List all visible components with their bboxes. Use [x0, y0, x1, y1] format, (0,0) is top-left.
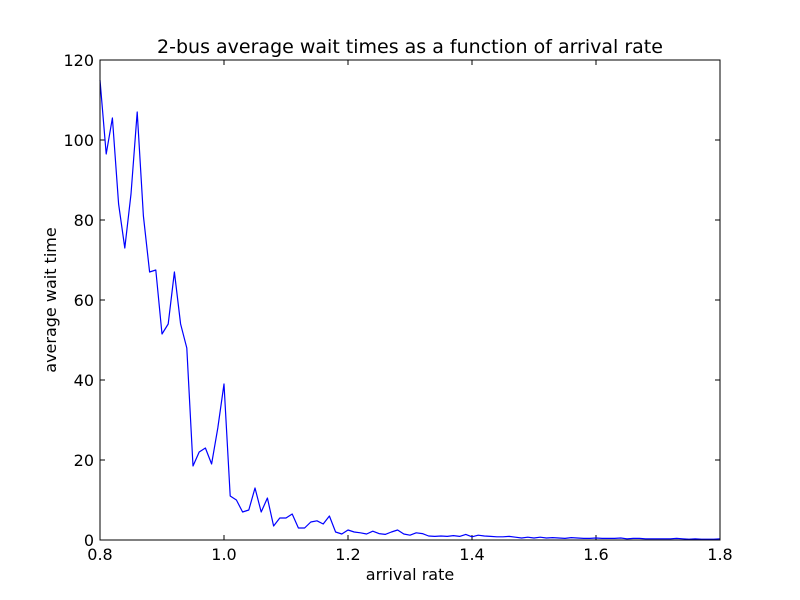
x-axis-label: arrival rate	[366, 565, 454, 584]
x-tick-label: 1.4	[459, 545, 484, 564]
y-tick-label: 60	[74, 291, 94, 310]
series-line	[99, 79, 721, 540]
x-tick-label: 1.2	[335, 545, 360, 564]
y-tick-label: 20	[74, 451, 94, 470]
y-tick-label: 120	[63, 51, 94, 70]
y-tick-label: 40	[74, 371, 94, 390]
x-tick-labels: 0.8 1.0 1.2 1.4 1.6 1.8	[87, 545, 732, 564]
chart-title: 2-bus average wait times as a function o…	[157, 36, 663, 58]
y-tick-labels: 0 20 40 60 80 100 120	[63, 51, 94, 550]
plot-frame	[99, 59, 721, 541]
x-tick-label: 1.6	[583, 545, 608, 564]
y-tick-label: 100	[63, 131, 94, 150]
y-axis-label: average wait time	[41, 227, 60, 372]
tick-marks	[99, 59, 721, 541]
x-tick-label: 0.8	[87, 545, 112, 564]
y-tick-label: 0	[84, 531, 94, 550]
x-tick-label: 1.8	[707, 545, 732, 564]
x-tick-label: 1.0	[211, 545, 236, 564]
y-tick-label: 80	[74, 211, 94, 230]
